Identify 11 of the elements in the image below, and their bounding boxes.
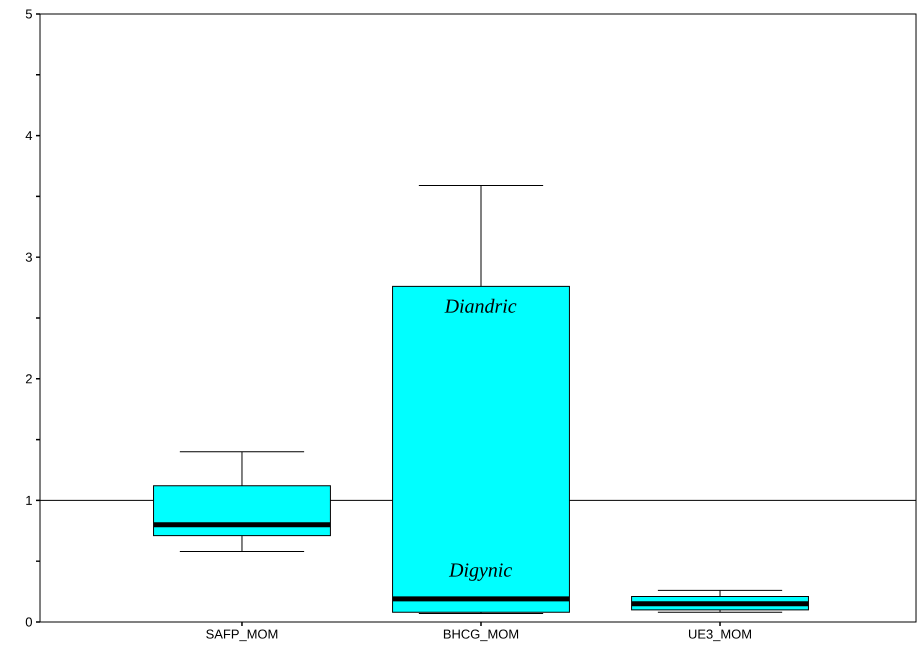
- x-tick-label: UE3_MOM: [688, 630, 751, 642]
- y-tick-label: 1: [26, 496, 32, 505]
- annotation: Diandric: [444, 298, 516, 313]
- annotation: Digynic: [448, 563, 512, 581]
- y-tick-label: 2: [26, 374, 32, 384]
- y-tick-label: 3: [26, 252, 32, 262]
- x-tick-label: SAFP_MOM: [206, 630, 278, 642]
- y-tick-label: 0: [26, 617, 32, 627]
- y-tick-label: 4: [26, 131, 32, 140]
- x-tick-label: BHCG_MOM: [444, 630, 518, 642]
- y-tick-label: 5: [26, 9, 32, 19]
